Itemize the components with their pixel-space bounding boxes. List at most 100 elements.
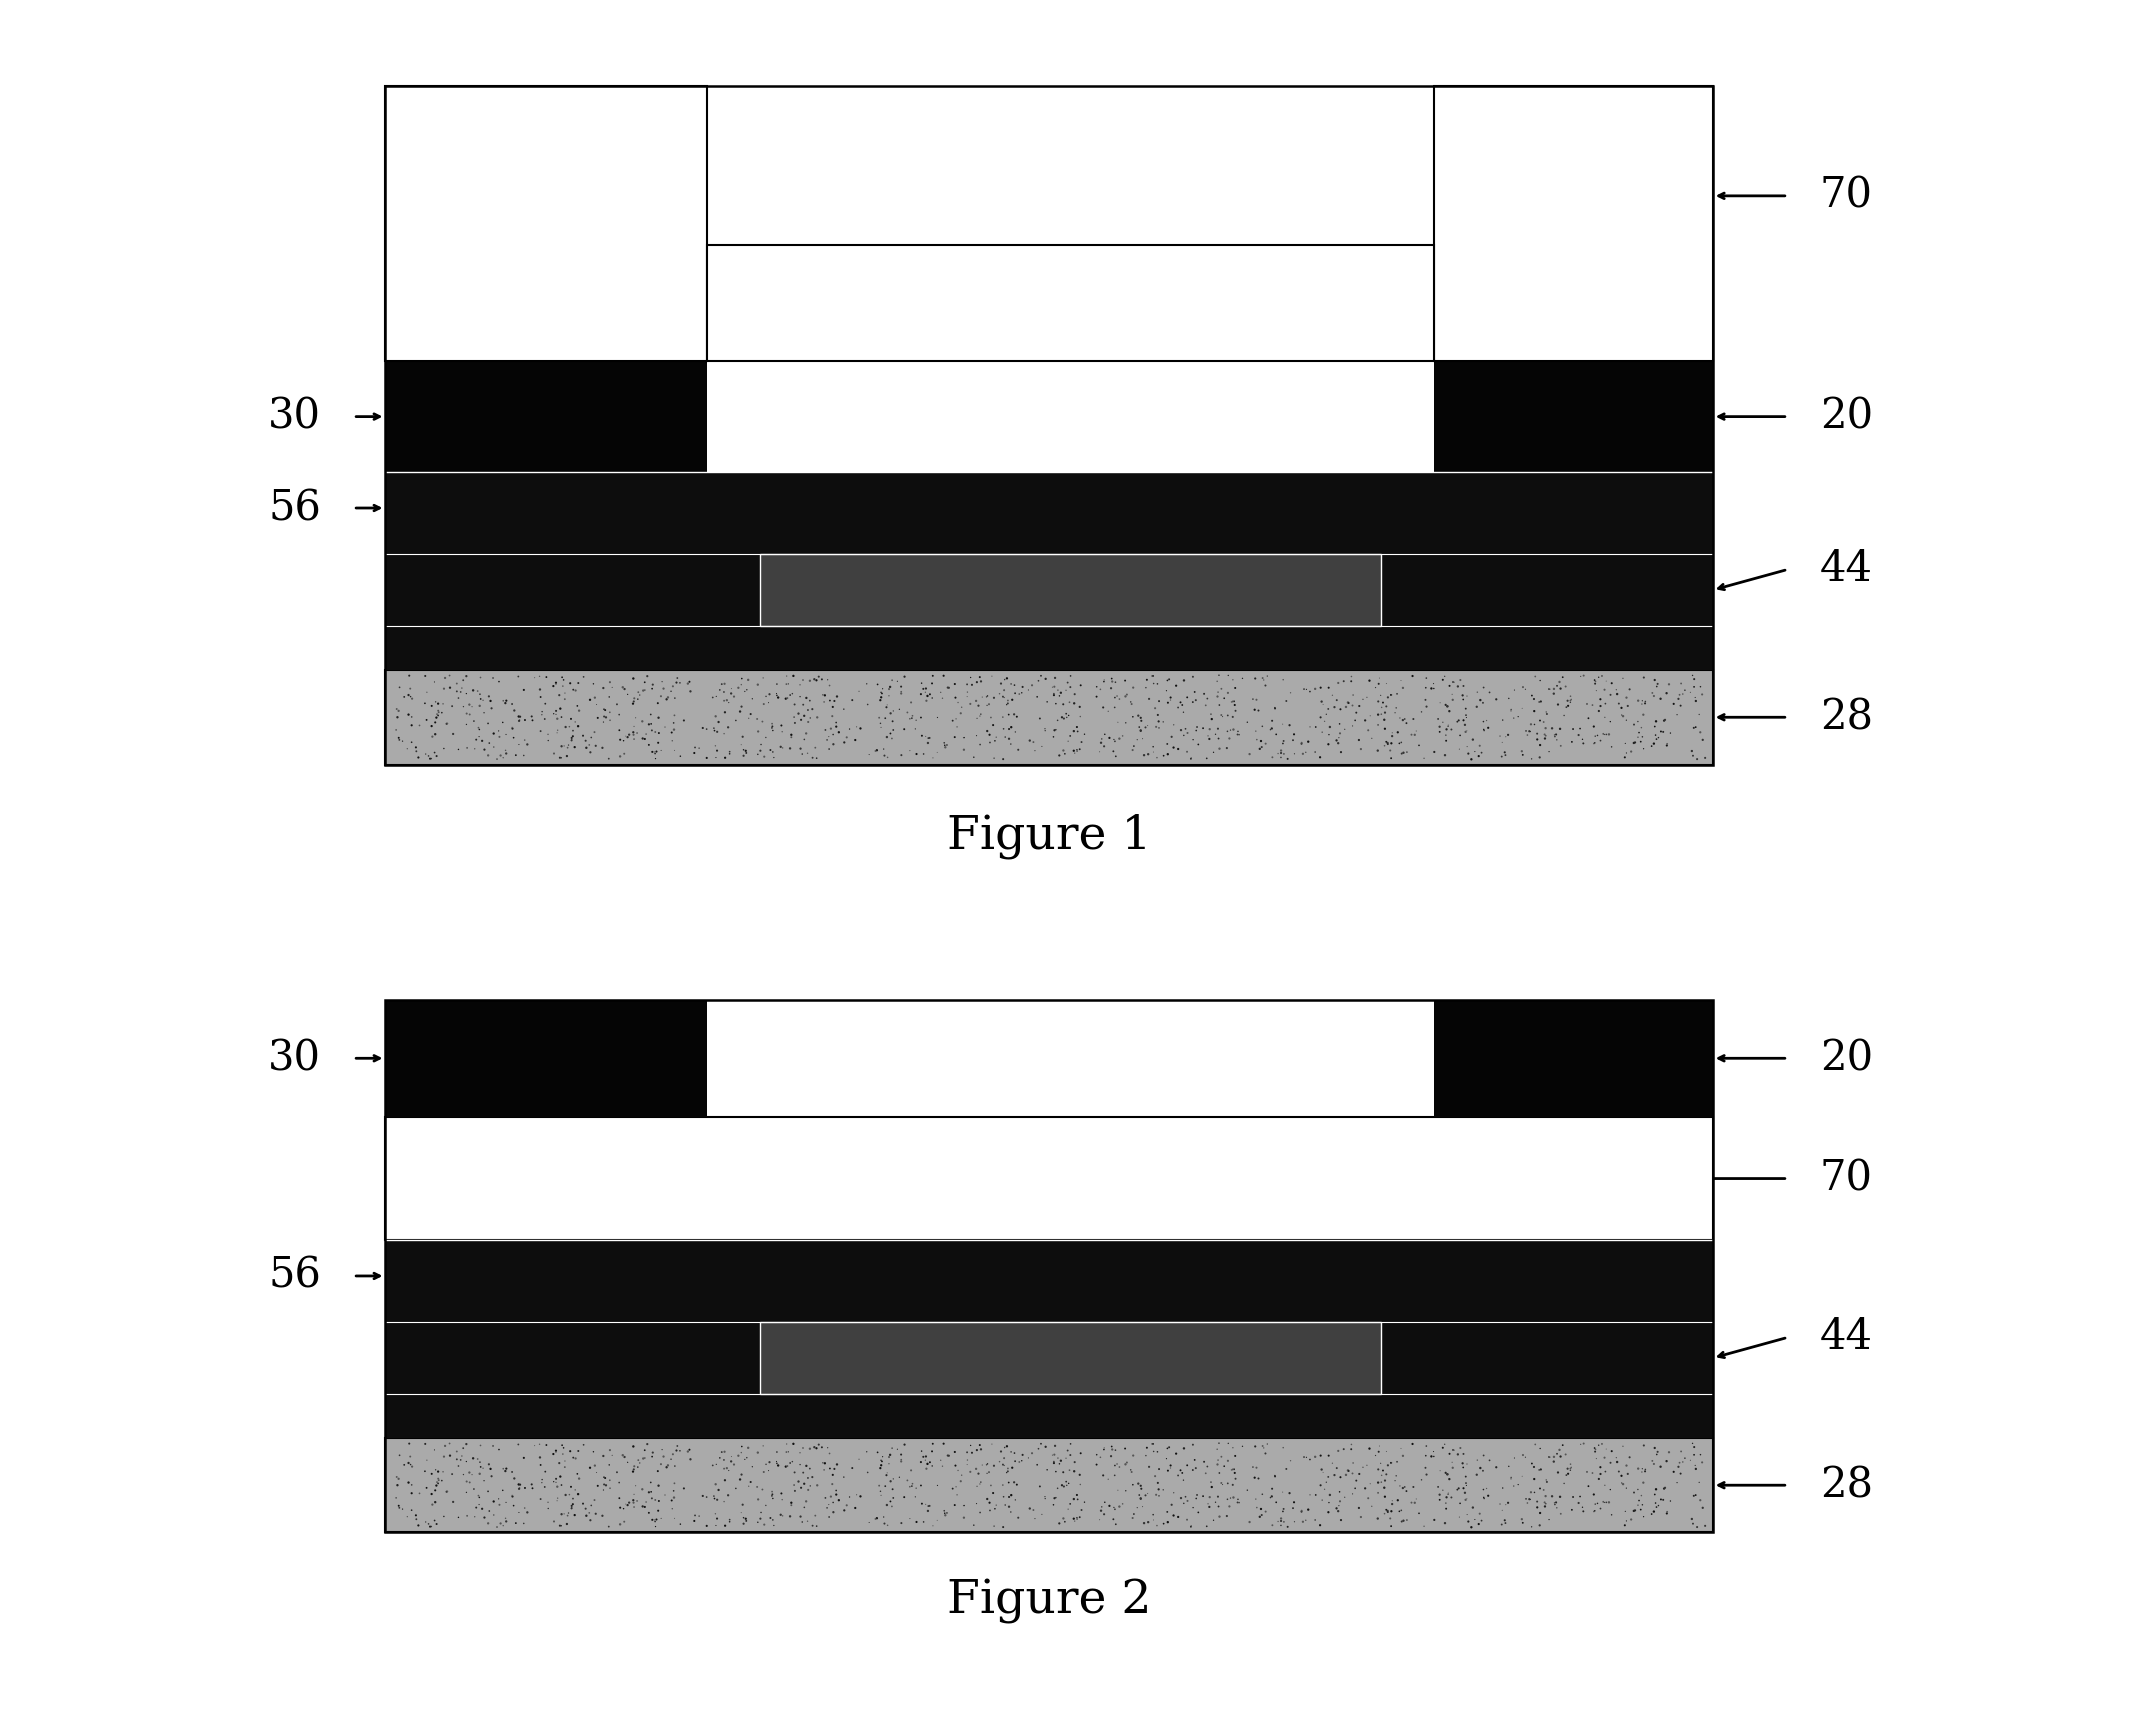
Point: [1321, 1498, 1355, 1526]
Point: [869, 1462, 904, 1490]
Point: [1011, 677, 1045, 704]
Point: [929, 734, 963, 761]
Point: [869, 691, 904, 718]
Point: [1156, 1502, 1190, 1529]
Point: [632, 1479, 666, 1507]
Point: [381, 1491, 415, 1519]
Point: [1096, 1493, 1130, 1520]
Point: [1092, 1465, 1126, 1493]
Point: [713, 740, 747, 768]
Point: [1150, 667, 1184, 694]
Point: [557, 1502, 591, 1529]
Point: [1486, 1474, 1520, 1502]
Point: [617, 1481, 651, 1508]
Point: [1484, 1510, 1518, 1538]
Point: [1364, 1450, 1398, 1477]
Point: [450, 711, 484, 739]
Point: [540, 701, 574, 728]
Point: [799, 667, 833, 694]
Point: [826, 696, 861, 723]
Point: [1554, 728, 1589, 756]
Point: [1049, 704, 1083, 732]
Point: [1049, 677, 1083, 704]
Point: [525, 698, 559, 725]
Point: [1041, 1445, 1075, 1472]
Point: [1139, 694, 1173, 722]
Point: [829, 723, 863, 751]
Point: [426, 735, 460, 763]
Point: [555, 1493, 589, 1520]
Point: [439, 677, 473, 704]
Point: [1255, 1476, 1289, 1503]
Point: [602, 701, 636, 728]
Point: [593, 1467, 627, 1495]
Point: [1083, 1443, 1118, 1471]
Point: [1124, 1486, 1158, 1514]
Point: [467, 699, 501, 727]
Point: [1201, 682, 1235, 710]
Point: [1375, 720, 1409, 747]
Point: [1088, 732, 1122, 759]
Point: [1336, 1460, 1370, 1488]
Point: [1327, 668, 1362, 696]
Point: [829, 1491, 863, 1519]
Point: [963, 730, 998, 758]
Point: [475, 1433, 510, 1460]
Point: [931, 673, 966, 701]
Point: [1516, 1453, 1550, 1481]
Point: [747, 1459, 781, 1486]
Point: [863, 710, 897, 737]
Point: [940, 1457, 974, 1484]
Point: [775, 1448, 809, 1476]
Point: [1634, 1500, 1668, 1527]
Point: [1274, 1447, 1308, 1474]
Point: [1310, 696, 1345, 723]
Point: [700, 737, 734, 765]
Point: [1563, 715, 1597, 742]
Point: [1321, 1438, 1355, 1465]
Point: [1529, 1493, 1563, 1520]
Point: [540, 1484, 574, 1512]
Point: [1582, 1453, 1616, 1481]
Point: [963, 703, 998, 730]
Point: [1323, 1507, 1357, 1534]
Point: [1428, 742, 1462, 770]
Point: [1240, 685, 1274, 713]
Point: [1567, 661, 1601, 689]
Point: [807, 682, 841, 710]
Point: [730, 1443, 764, 1471]
Point: [841, 1445, 876, 1472]
Point: [1544, 675, 1578, 703]
Point: [724, 1433, 758, 1460]
Point: [1683, 1469, 1717, 1496]
Point: [1019, 684, 1053, 711]
Point: [1263, 737, 1297, 765]
Point: [1175, 1431, 1210, 1459]
Point: [1083, 1496, 1118, 1524]
Point: [488, 737, 522, 765]
Point: [1345, 1503, 1379, 1531]
Point: [1657, 1459, 1691, 1486]
Point: [912, 1448, 946, 1476]
Point: [1109, 667, 1143, 694]
Point: [1124, 718, 1158, 746]
Point: [985, 1471, 1019, 1498]
Point: [972, 691, 1006, 718]
Text: 28: 28: [1820, 1464, 1873, 1507]
Point: [1083, 728, 1118, 756]
Point: [1539, 1490, 1574, 1517]
Point: [987, 684, 1021, 711]
Point: [743, 737, 777, 765]
Point: [638, 746, 672, 773]
Point: [1550, 687, 1584, 715]
Point: [1047, 704, 1081, 732]
Point: [467, 687, 501, 715]
Point: [657, 716, 692, 744]
Point: [946, 1503, 981, 1531]
Point: [689, 1483, 724, 1510]
Point: [1165, 1459, 1199, 1486]
Point: [1497, 704, 1531, 732]
Point: [1606, 665, 1640, 692]
Point: [998, 1469, 1032, 1496]
Point: [1237, 1433, 1272, 1460]
